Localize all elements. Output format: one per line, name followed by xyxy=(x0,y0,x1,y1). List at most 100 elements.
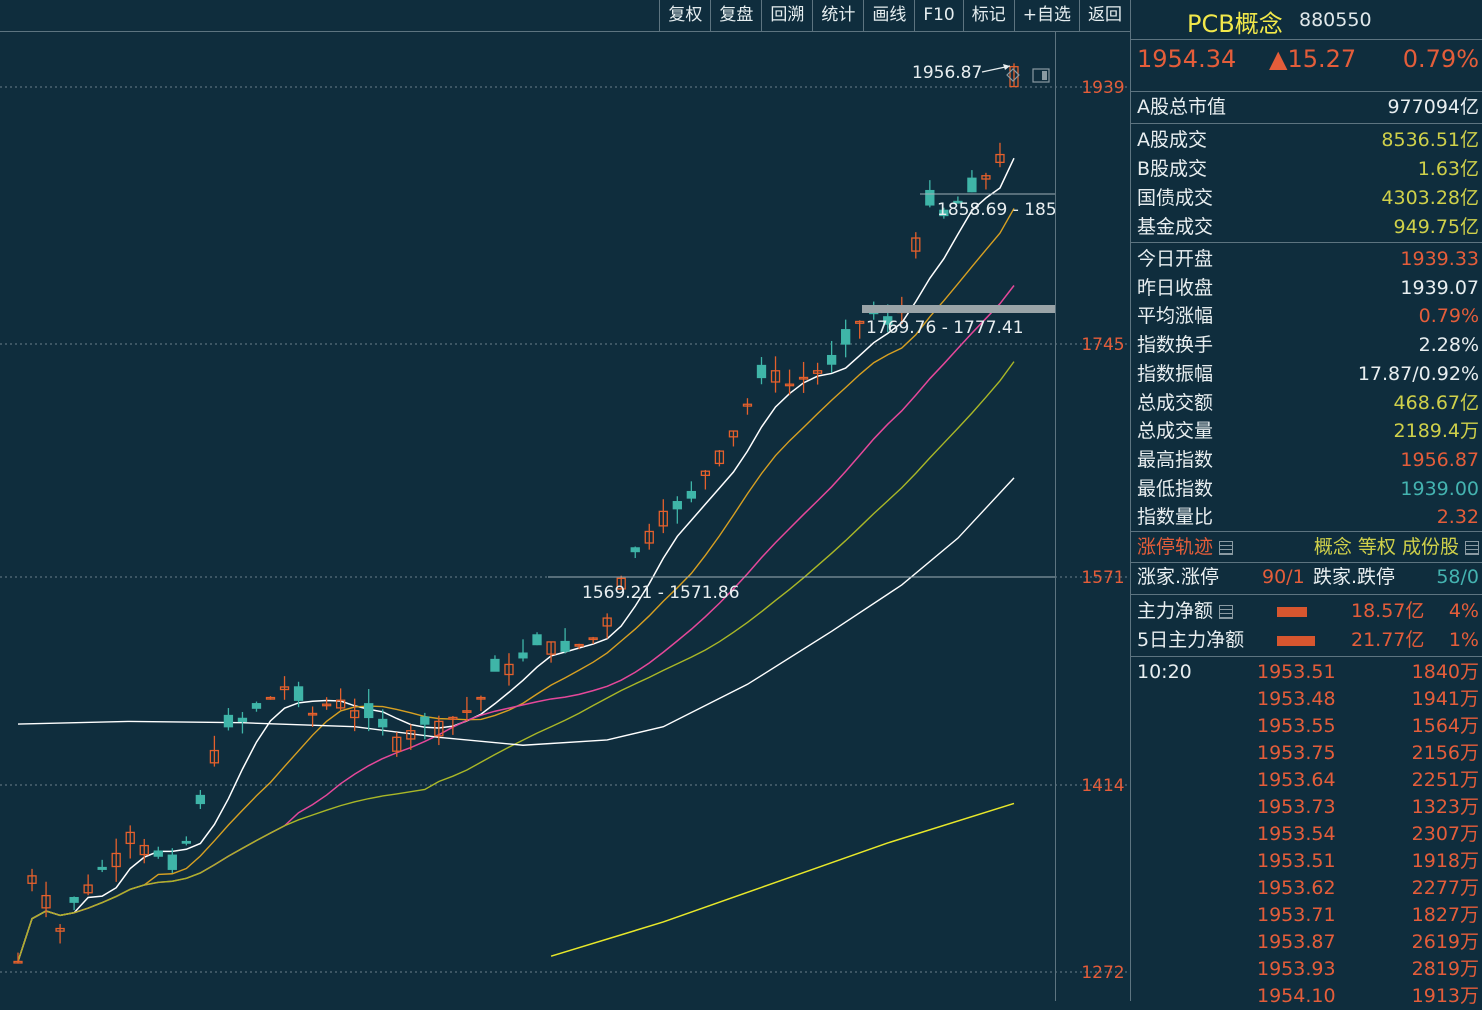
candle-body xyxy=(111,852,121,868)
limit-up-down-row: 涨家.涨停 90/1 跌家.跌停 58/0 xyxy=(1137,563,1479,591)
stat-label: 平均涨幅 xyxy=(1137,305,1214,328)
candle-body xyxy=(784,383,795,387)
y-axis-label: 1939 xyxy=(1081,78,1124,98)
tick-row: 1953.87 2619万 xyxy=(1137,929,1479,956)
candle-body xyxy=(41,894,51,909)
price-change: ▲15.27 xyxy=(1269,45,1357,73)
y-axis-label: 1414 xyxy=(1081,776,1124,796)
list-icon[interactable] xyxy=(1219,604,1234,619)
candle-body xyxy=(995,153,1005,163)
list-icon[interactable] xyxy=(1219,540,1234,555)
toolbar-button[interactable]: 复权 xyxy=(659,0,710,31)
main-net5-value: 21.77亿 xyxy=(1351,629,1425,651)
toolbar-button[interactable]: +自选 xyxy=(1013,0,1079,31)
candle-body xyxy=(490,658,500,672)
tick-row: 1953.71 1827万 xyxy=(1137,902,1479,929)
price-change-pct: 0.79% xyxy=(1402,45,1479,73)
candle-body xyxy=(13,960,23,964)
tick-price: 1953.48 xyxy=(1257,688,1336,710)
toolbar-button[interactable]: 复盘 xyxy=(710,0,761,31)
main-net-pct: 4% xyxy=(1448,600,1479,622)
stat-row: 指数换手 2.28% xyxy=(1137,331,1479,359)
toolbar-button[interactable]: 回溯 xyxy=(761,0,812,31)
market-cap-label: A股总市值 xyxy=(1137,96,1226,118)
kline-chart-svg[interactable]: 1956.87 1858.69 - 185 1769.76 - 1777.41 156… xyxy=(0,31,1130,1001)
candle-body xyxy=(125,831,135,845)
candle-body xyxy=(350,710,360,719)
stat-row: 今日开盘 1939.33 xyxy=(1137,245,1479,273)
candle-body xyxy=(714,450,725,465)
candle-body xyxy=(209,749,220,764)
toolbar-button[interactable]: 标记 xyxy=(962,0,1014,31)
kline-chart[interactable]: 1956.87 1858.69 - 185 1769.76 - 1777.41 156… xyxy=(0,31,1130,1001)
candle-body xyxy=(742,403,753,407)
chart-corner-icons xyxy=(1006,68,1050,83)
list-icon[interactable] xyxy=(1465,540,1479,555)
tick-price: 1953.71 xyxy=(1257,904,1336,926)
candle-body xyxy=(307,712,318,716)
limit-down-value: 58/0 xyxy=(1436,566,1479,588)
turnover-row: A股成交 8536.51亿 xyxy=(1137,126,1479,154)
stat-value: 1939.33 xyxy=(1400,248,1479,270)
candle-body xyxy=(448,716,458,720)
main-net5-label: 5日主力净额 xyxy=(1137,629,1245,651)
stat-value: 1939.07 xyxy=(1400,276,1479,299)
bar-icon xyxy=(1277,597,1307,625)
toolbar-button[interactable]: 返回 xyxy=(1079,0,1130,31)
candle-body xyxy=(967,177,977,193)
ma10-line xyxy=(17,208,1015,962)
range-band xyxy=(862,305,1055,313)
limit-down-label: 跌家.跌停 xyxy=(1313,566,1396,588)
candle-body xyxy=(812,370,823,374)
candle-body xyxy=(925,189,935,206)
turnover-value: 8536.51亿 xyxy=(1381,129,1479,151)
link-equal-weight[interactable]: 等权 xyxy=(1357,536,1396,558)
toolbar-button[interactable]: 画线 xyxy=(863,0,914,31)
candle-body xyxy=(265,696,276,700)
main-net-label[interactable]: 主力净额 xyxy=(1137,597,1234,625)
y-axis-divider xyxy=(1055,31,1056,1001)
stat-label: 指数量比 xyxy=(1137,506,1214,529)
stat-value: 2.28% xyxy=(1418,334,1479,357)
tick-volume: 1918万 xyxy=(1411,850,1479,872)
candle-body xyxy=(630,547,640,553)
tick-price: 1953.54 xyxy=(1257,823,1336,845)
divider xyxy=(1131,39,1482,40)
main-net-value: 18.57亿 xyxy=(1351,600,1425,622)
candle-body xyxy=(167,854,177,870)
link-constituents[interactable]: 成份股 xyxy=(1401,536,1459,558)
candle-body xyxy=(504,663,514,676)
candle-body xyxy=(406,730,416,740)
tick-row: 1953.93 2819万 xyxy=(1137,956,1479,983)
tick-price: 1953.75 xyxy=(1257,742,1336,764)
tick-volume: 2819万 xyxy=(1411,958,1479,980)
toolbar-button[interactable]: F10 xyxy=(914,0,962,31)
limit-up-label: 涨家.涨停 xyxy=(1137,566,1220,588)
limit-up-value: 90/1 xyxy=(1262,566,1305,588)
candle-body xyxy=(672,501,682,510)
candles xyxy=(13,63,1019,964)
turnover-value: 4303.28亿 xyxy=(1381,187,1479,209)
divider xyxy=(1131,594,1482,595)
candle-body xyxy=(981,175,991,180)
tick-price: 1953.93 xyxy=(1257,958,1336,980)
tick-price: 1953.87 xyxy=(1257,931,1336,953)
link-concept[interactable]: 概念 xyxy=(1313,536,1352,558)
candle-body xyxy=(251,703,262,709)
diamond-icon xyxy=(1006,68,1020,82)
tick-row: 1953.51 1840万 xyxy=(1137,659,1479,686)
candle-body xyxy=(55,927,65,932)
candle-body xyxy=(518,652,528,659)
ma20-line xyxy=(17,285,1015,962)
last-price: 1954.34 xyxy=(1137,45,1237,73)
tick-volume: 1564万 xyxy=(1411,715,1479,737)
range-label: 1569.21 - 1571.86 xyxy=(582,583,740,603)
turnover-value: 1.63亿 xyxy=(1417,158,1479,180)
candle-body xyxy=(462,710,472,713)
y-axis-labels: 1939 1745 1571 1414 1272 xyxy=(1081,78,1124,983)
limit-track-label[interactable]: 涨停轨迹 xyxy=(1137,533,1234,561)
divider xyxy=(1131,531,1482,532)
toolbar-button[interactable]: 统计 xyxy=(812,0,863,31)
candle-body xyxy=(532,634,542,646)
stat-label: 指数振幅 xyxy=(1137,362,1214,385)
